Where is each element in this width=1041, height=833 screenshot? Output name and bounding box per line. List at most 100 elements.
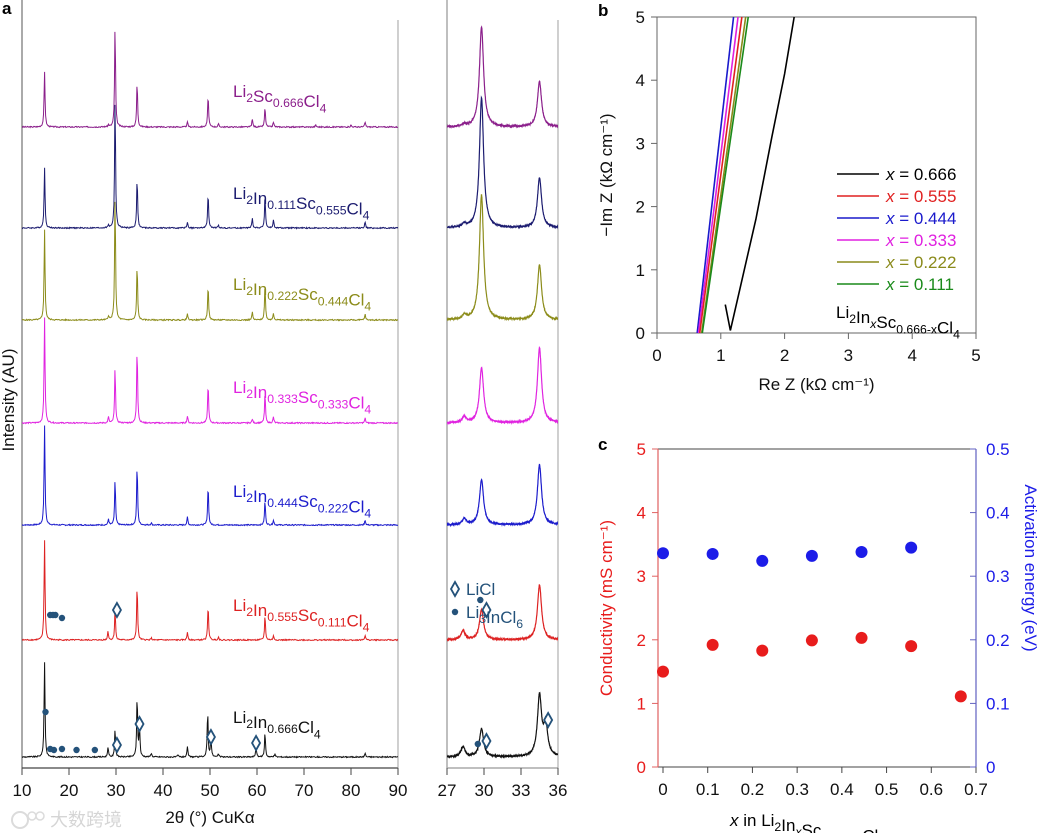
x-tick-label: 80 [342,781,361,800]
y-tick-label: 5 [636,8,645,27]
inset-phase-marker-diamond [481,601,492,619]
y-tick-label: 3 [636,134,645,153]
phase-marker-dot [73,746,80,754]
y-tick-label: 2 [636,198,645,217]
left-y-tick-label: 1 [637,694,646,713]
xrd-trace [22,425,398,527]
x-axis-title: Re Z (kΩ cm⁻¹) [758,375,874,394]
x-tick-label: 1 [716,346,725,365]
legend-dot-icon [451,608,459,616]
phase-legend: LiCl Li3InCl6 [449,580,523,631]
activation-energy-point [706,547,719,560]
conductivity-point [756,644,769,657]
x-tick-label: 4 [907,346,916,365]
legend-title: Li2InxSc0.666-xCl4 [836,303,960,341]
nyquist-line [698,16,743,334]
inset-phase-marker-diamond [481,732,492,750]
legend-label: x = 0.333 [885,231,956,250]
nyquist-line [700,16,747,334]
right-y-tick-label: 0.1 [986,694,1010,713]
series-label: Li2In0.666Cl4 [233,708,321,741]
panel-c-conductivity: 0 0.1 0.2 0.3 0.4 0.5 0.6 0.7 0 1 2 3 4 5 0 0.1 0.2 0.3 0.… [597,440,1040,833]
series-label: Li2In0.444Sc0.222Cl4 [233,482,371,520]
phase-marker-diamond [111,736,122,754]
phase-marker-dot [58,614,66,622]
inset-x-tick-label: 30 [475,781,494,800]
x-tick-label: 0.7 [964,780,988,799]
phase-marker-dot [52,611,59,619]
inset-x-tick-label: 27 [438,781,457,800]
legend-label: x = 0.111 [885,275,954,294]
activation-energy-point [657,547,669,560]
xrd-inset-trace [447,691,558,759]
phase-marker-diamond [111,601,122,619]
y-tick-label: 0 [636,324,645,343]
x-tick-label: 0.4 [830,780,854,799]
xrd-inset-trace [447,345,558,426]
x-tick-label: 5 [971,346,980,365]
series-label: Li2In0.111Sc0.555Cl4 [233,184,370,222]
x-tick-label: 0.6 [919,780,943,799]
x-tick-label: 30 [107,781,126,800]
right-y-axis-title: Activation energy (eV) [1021,484,1040,651]
right-y-tick-label: 0.2 [986,631,1010,650]
left-y-tick-label: 2 [637,631,646,650]
right-y-tick-label: 0.4 [986,504,1010,523]
left-y-tick-label: 0 [637,758,646,777]
y-axis-title: Intensity (AU) [0,349,18,452]
x-tick-label: 0.2 [741,780,765,799]
legend-label: x = 0.666 [885,165,956,184]
phase-marker-dot [58,745,66,753]
xrd-trace [22,104,398,230]
conductivity-point [855,631,868,644]
xrd-trace [22,31,398,129]
right-y-tick-label: 0.3 [986,567,1010,586]
panel-b-impedance: 0 1 2 3 4 5 0 1 2 3 4 5 Re Z (kΩ cm⁻¹) −Im Z (kΩ cm⁻¹… [597,8,981,394]
x-tick-label: 70 [295,781,314,800]
conductivity-point [954,690,967,703]
conductivity-point [905,640,918,653]
watermark-text: 大数跨境 [50,810,122,830]
phase-marker-dot [50,746,58,754]
x-tick-label: 0.3 [785,780,809,799]
x-axis-title: 2θ (°) CuKα [165,808,255,827]
phase-marker-diamond [134,715,145,733]
x-tick-label: 50 [201,781,220,800]
legend-label: x = 0.222 [885,253,956,272]
xrd-trace [22,201,398,322]
xrd-inset-trace [447,194,558,322]
legend-diamond-icon [449,580,461,598]
x-tick-label: 0 [652,346,661,365]
inset-x-tick-label: 36 [549,781,568,800]
y-tick-label: 1 [636,261,645,280]
conductivity-point [706,638,719,651]
series-label: Li2In0.333Sc0.333Cl4 [233,378,371,416]
x-tick-label: 10 [13,781,32,800]
panel-a-xrd: 10 20 30 40 50 60 70 80 90 27 30 33 36 2θ (°) CuKα Int… [0,0,567,827]
x-tick-label: 0 [658,780,667,799]
activation-energy-point [756,554,769,567]
x-axis-title: x in Li2InxSc0.666-xCl4 [729,811,885,833]
conductivity-point [657,665,669,678]
left-y-tick-label: 5 [637,440,646,459]
phase-marker-dot [91,746,99,754]
panel-label-c: c [598,435,607,454]
right-y-tick-label: 0 [986,758,995,777]
xrd-trace [22,540,398,642]
xrd-trace [22,662,398,759]
plot-frame [656,16,977,334]
xrd-inset-trace [447,463,558,528]
x-tick-label: 0.5 [875,780,899,799]
nyquist-line [696,16,735,334]
x-tick-label: 2 [780,346,789,365]
series-label: Li2In0.555Sc0.111Cl4 [233,596,370,634]
conductivity-point [805,634,818,647]
right-y-tick-label: 0.5 [986,440,1010,459]
x-tick-label: 3 [844,346,853,365]
left-y-tick-label: 3 [637,567,646,586]
legend-label: Li3InCl6 [466,603,523,631]
activation-energy-point [805,549,818,562]
y-tick-label: 4 [636,71,645,90]
xrd-inset-trace [447,25,558,129]
